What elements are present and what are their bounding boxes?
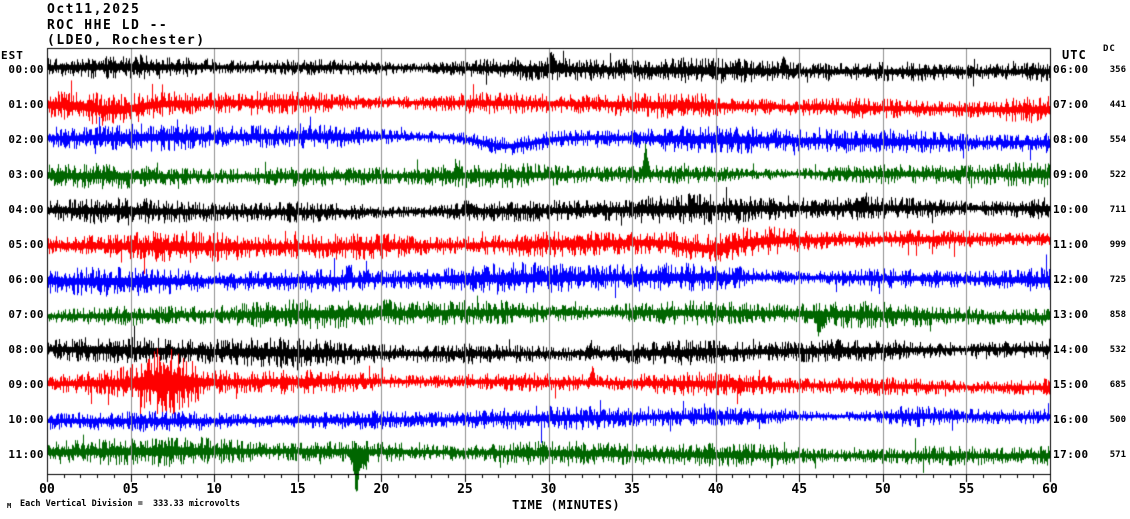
est-label-row-0: 00:00 (8, 63, 44, 76)
dc-value-row-6: 725 (1109, 275, 1126, 285)
x-tick-label-55: 55 (958, 482, 975, 497)
dc-column-header: DC (1103, 44, 1116, 54)
dc-value-row-3: 522 (1109, 170, 1126, 180)
utc-label-row-1: 07:00 (1053, 98, 1089, 111)
utc-axis-header: UTC (1062, 48, 1087, 62)
dc-value-row-4: 711 (1109, 205, 1126, 215)
utc-label-row-3: 09:00 (1053, 168, 1089, 181)
est-label-row-5: 05:00 (8, 238, 44, 251)
utc-label-row-7: 13:00 (1053, 308, 1089, 321)
utc-label-row-9: 15:00 (1053, 378, 1089, 391)
dc-value-row-11: 571 (1109, 450, 1126, 460)
plot-title-block: Oct11,2025 ROC HHE LD -- (LDEO, Rocheste… (47, 2, 206, 49)
dc-value-row-1: 441 (1109, 100, 1126, 110)
utc-label-row-11: 17:00 (1053, 448, 1089, 461)
x-tick-label-25: 25 (457, 482, 473, 497)
x-tick-label-30: 30 (540, 482, 557, 497)
x-axis-title: TIME (MINUTES) (512, 498, 621, 512)
title-network-location: (LDEO, Rochester) (47, 33, 206, 48)
utc-label-row-8: 14:00 (1053, 343, 1089, 356)
dc-value-row-8: 532 (1109, 345, 1126, 355)
x-tick-label-60: 60 (1042, 482, 1058, 497)
x-tick-label-15: 15 (289, 482, 306, 497)
est-axis-header: EST (1, 49, 24, 62)
scale-caption: Each Vertical Division = 333.33 microvol… (20, 499, 241, 509)
x-tick-label-20: 20 (373, 482, 390, 497)
x-tick-label-35: 35 (624, 482, 640, 497)
x-tick-label-05: 05 (122, 482, 139, 497)
est-label-row-8: 08:00 (8, 343, 44, 356)
est-label-row-3: 03:00 (8, 168, 44, 181)
dc-value-row-9: 685 (1109, 380, 1126, 390)
dc-value-row-10: 500 (1109, 415, 1126, 425)
title-date: Oct11,2025 (47, 2, 141, 17)
est-label-row-9: 09:00 (8, 378, 44, 391)
est-label-row-1: 01:00 (8, 98, 44, 111)
x-tick-label-10: 10 (206, 482, 222, 497)
utc-label-row-0: 06:00 (1053, 63, 1089, 76)
x-tick-label-00: 00 (39, 482, 55, 497)
x-tick-label-45: 45 (791, 482, 808, 497)
est-label-row-11: 11:00 (8, 448, 44, 461)
utc-label-row-2: 08:00 (1053, 133, 1089, 146)
title-station-code: ROC HHE LD -- (47, 17, 169, 33)
est-label-row-7: 07:00 (8, 308, 44, 321)
utc-label-row-10: 16:00 (1053, 413, 1089, 426)
est-label-row-10: 10:00 (8, 413, 44, 426)
utc-label-row-6: 12:00 (1053, 273, 1089, 286)
dc-value-row-0: 356 (1109, 65, 1126, 75)
est-label-row-2: 02:00 (8, 133, 44, 146)
x-tick-label-40: 40 (707, 482, 724, 497)
dc-value-row-5: 999 (1109, 240, 1126, 250)
watermark-glyph: M (7, 502, 12, 510)
dc-value-row-2: 554 (1109, 135, 1126, 145)
x-tick-label-50: 50 (875, 482, 891, 497)
utc-label-row-5: 11:00 (1053, 238, 1089, 251)
dc-value-row-7: 858 (1109, 310, 1126, 320)
est-label-row-6: 06:00 (8, 273, 44, 286)
utc-label-row-4: 10:00 (1053, 203, 1089, 216)
est-label-row-4: 04:00 (8, 203, 44, 216)
